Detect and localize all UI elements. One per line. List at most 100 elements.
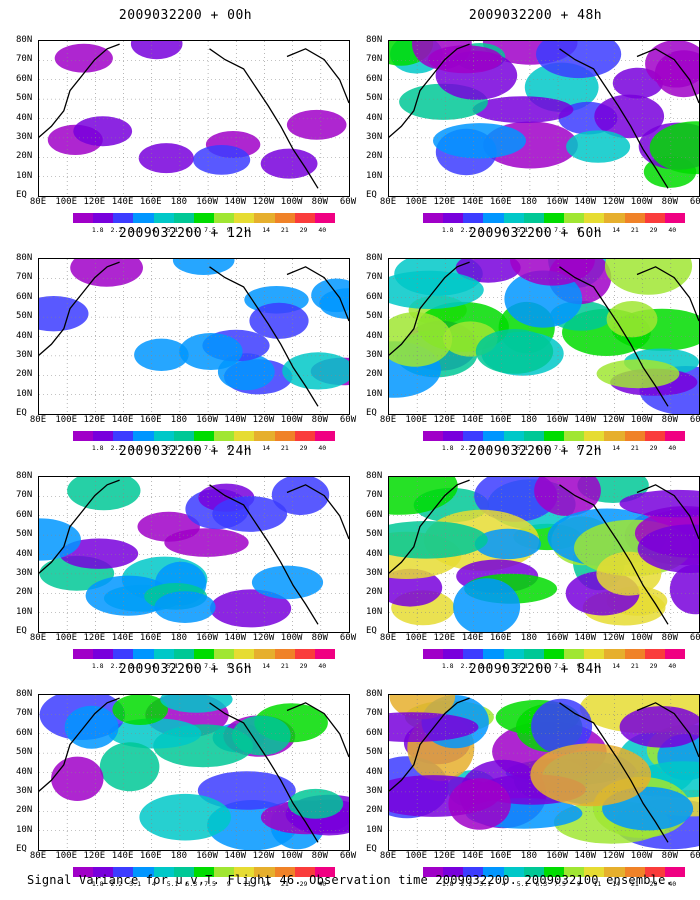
colorbar-label: 5.1: [516, 226, 529, 234]
lon-label: 100W: [280, 851, 303, 861]
colorbar-label: 11: [243, 444, 252, 452]
variance-blob: [210, 589, 292, 628]
colorbar-label: 40: [668, 226, 677, 234]
colorbar-label: 14: [262, 662, 271, 670]
colorbar-label: 21: [630, 880, 639, 888]
panel-title: 2009032200 + 84h: [468, 662, 603, 677]
variance-blob: [453, 578, 521, 632]
lat-label: 40N: [366, 548, 383, 559]
colorbar-label: 1.8: [441, 226, 454, 234]
lat-label: 70N: [16, 272, 33, 283]
coastline: [286, 702, 349, 758]
lon-label: 100W: [280, 197, 303, 207]
lon-label: 60W: [689, 851, 700, 861]
variance-field: [39, 477, 349, 632]
map-panel: 2009032200 + 48h 80N 70N 60N 50N 40N 30N 20N 10N…: [366, 8, 700, 234]
coastline: [389, 43, 470, 138]
colorbar-label: 11: [593, 226, 602, 234]
colorbar-label: 6.3: [185, 226, 198, 234]
panel-title: 2009032200 + 36h: [118, 662, 253, 677]
colorbar-label: 9: [226, 880, 231, 888]
colorbar-label: 4: [501, 880, 506, 888]
colorbar-label: 29: [649, 880, 658, 888]
lon-label: 100E: [405, 633, 428, 643]
colorbar-label: 11: [593, 880, 602, 888]
colorbar-label: 1.8: [441, 444, 454, 452]
colorbar-label: 21: [630, 226, 639, 234]
lon-label: 160E: [139, 415, 162, 425]
colorbar-swatch: [604, 213, 625, 223]
lon-label: 100W: [280, 633, 303, 643]
lat-label: 80N: [366, 689, 383, 699]
colorbar-swatch: [113, 213, 134, 223]
lon-label: 100W: [630, 633, 653, 643]
lat-label: 30N: [16, 349, 33, 360]
lat-label: 80N: [366, 35, 383, 45]
lat-label: 40N: [366, 112, 383, 123]
colorbar-swatch: [173, 867, 194, 877]
colorbar-label: 3.1: [129, 226, 142, 234]
colorbar-swatch: [234, 867, 255, 877]
colorbar-swatch: [624, 213, 645, 223]
lon-label: 60W: [339, 415, 357, 425]
lon-label: 140W: [574, 197, 597, 207]
colorbar-swatch: [254, 649, 275, 659]
colorbar-swatch: [483, 213, 504, 223]
lon-label: 120E: [433, 197, 456, 207]
colorbar-label: 9: [576, 662, 581, 670]
colorbar-swatch: [173, 649, 194, 659]
colorbar-label: 14: [612, 880, 621, 888]
colorbar-swatch: [584, 431, 605, 441]
map-panel: 2009032200 + 60h 80N 70N 60N 50N 40N 30N 20N 10N…: [366, 226, 700, 452]
lon-label: 160E: [489, 633, 512, 643]
map-panel: 2009032200 + 00h 80N 70N 60N 50N 40N 30N 20N 10N…: [16, 8, 356, 234]
lon-label: 100E: [405, 197, 428, 207]
colorbar-label: 4: [151, 444, 156, 452]
panel-title: 2009032200 + 60h: [468, 226, 603, 241]
lat-label: 40N: [366, 766, 383, 777]
colorbar-label: 6.3: [535, 444, 548, 452]
colorbar-label: 4: [501, 662, 506, 670]
colorbar-swatch: [113, 431, 134, 441]
lon-label: 140W: [224, 197, 247, 207]
colorbar-swatch: [73, 649, 94, 659]
map-area: [388, 476, 700, 633]
variance-blob: [389, 477, 458, 515]
colorbar-swatch: [73, 431, 94, 441]
coastline: [209, 266, 319, 407]
lat-label: 50N: [16, 529, 33, 540]
panel-title: 2009032200 + 48h: [468, 8, 603, 23]
colorbar-label: 29: [649, 662, 658, 670]
lat-label: 70N: [366, 54, 383, 65]
coastline: [39, 43, 120, 138]
colorbar-swatch: [564, 867, 585, 877]
colorbar-label: 14: [612, 226, 621, 234]
colorbar-swatch: [153, 213, 174, 223]
colorbar-label: 7.5: [554, 226, 566, 234]
lon-label: 120E: [433, 415, 456, 425]
lon-label: 60W: [339, 851, 357, 861]
colorbar-swatch: [503, 649, 524, 659]
colorbar-label: 29: [649, 444, 658, 452]
colorbar-label: 40: [318, 662, 327, 670]
lon-label: 160W: [546, 415, 568, 425]
colorbar-label: 4: [151, 662, 156, 670]
lon-label: 180: [520, 633, 538, 643]
lon-label: 80W: [661, 197, 678, 207]
lat-label: EQ: [366, 190, 377, 200]
colorbar: [73, 867, 336, 877]
colorbar-swatch: [214, 649, 235, 659]
colorbar-swatch: [443, 431, 464, 441]
variance-blob: [428, 45, 503, 74]
variance-blob: [260, 148, 318, 179]
colorbar-swatch: [604, 431, 625, 441]
colorbar-swatch: [543, 213, 565, 223]
colorbar-swatch: [503, 867, 524, 877]
colorbar-label: 21: [630, 444, 639, 452]
colorbar-swatch: [604, 649, 625, 659]
lon-label: 120E: [83, 633, 106, 643]
lon-label: 100E: [55, 197, 78, 207]
lat-label: 30N: [16, 131, 33, 142]
lat-label: 70N: [16, 708, 33, 719]
colorbar-swatch: [644, 213, 665, 223]
